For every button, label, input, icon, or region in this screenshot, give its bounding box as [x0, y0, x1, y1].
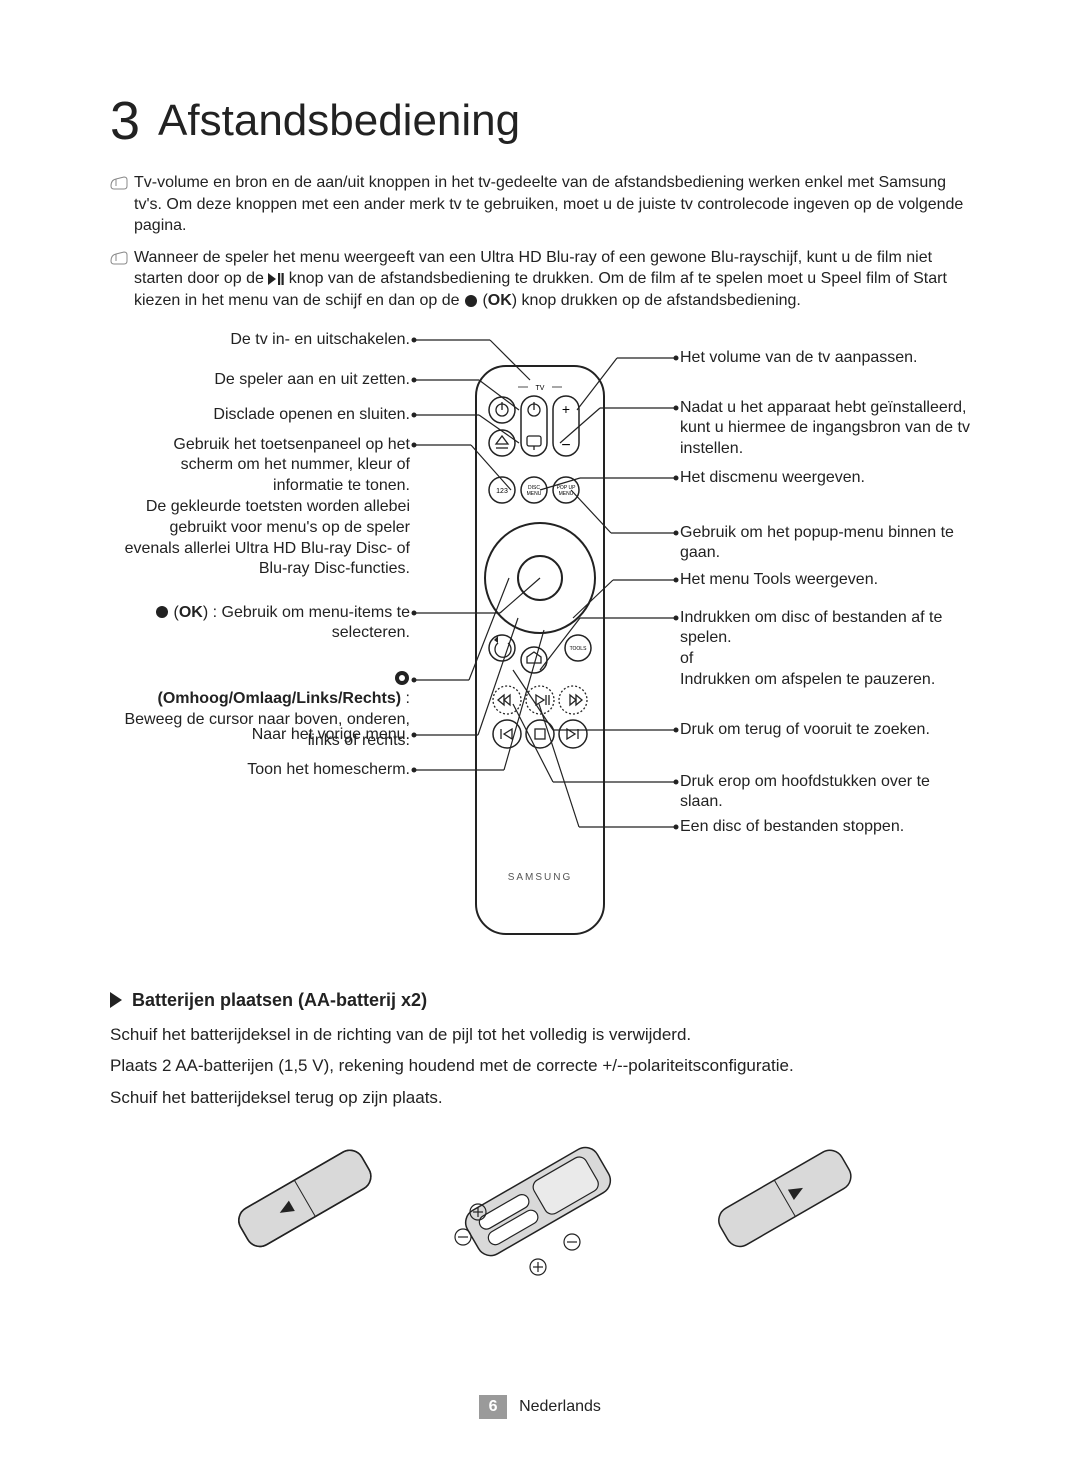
triangle-bullet-icon	[110, 992, 122, 1008]
battery-line1: Schuif het batterijdeksel in de richting…	[110, 1023, 970, 1047]
ok-text: : Gebruik om menu-items te selecteren.	[208, 604, 410, 642]
hand-note-icon	[110, 247, 134, 312]
page-footer: 6 Nederlands	[0, 1395, 1080, 1419]
ok-prefix: (OK)	[174, 604, 209, 621]
chapter-title-text: Afstandsbediening	[158, 96, 520, 145]
battery-figures	[110, 1120, 970, 1280]
lbl-back: Naar het vorige menu.	[230, 725, 410, 746]
note-text: Wanneer de speler het menu weergeeft van…	[134, 247, 970, 312]
lbl-power-tv: De tv in- en uitschakelen.	[180, 330, 410, 351]
lbl-search: Druk om terug of vooruit te zoeken.	[680, 720, 970, 741]
battery-heading-text: Batterijen plaatsen (AA-batterij x2)	[132, 990, 427, 1011]
lbl-source: Nadat u het apparaat hebt geïnstalleerd,…	[680, 398, 970, 460]
lbl-keypad: Gebruik het toetsenpaneel op het scherm …	[120, 435, 410, 581]
lbl-skip: Druk erop om hoofdstukken over te slaan.	[680, 772, 970, 814]
lbl-tools: Het menu Tools weergeven.	[680, 570, 970, 591]
lbl-stop: Een disc of bestanden stoppen.	[680, 817, 970, 838]
battery-fig-2	[430, 1120, 650, 1280]
lbl-play: Indrukken om disc of bestanden af te spe…	[680, 608, 970, 691]
play-l2: of	[680, 650, 693, 667]
lbl-popup: Gebruik om het popup-menu binnen te gaan…	[680, 523, 970, 565]
lbl-ok: (OK) : Gebruik om menu-items te selecter…	[120, 603, 410, 645]
note-item: Wanneer de speler het menu weergeeft van…	[110, 247, 970, 312]
play-l3: Indrukken om afspelen te pauzeren.	[680, 671, 935, 688]
note2-c: (OK) knop drukken op de afstandsbedienin…	[482, 292, 800, 309]
remote-diagram: TV + −	[110, 330, 970, 970]
lbl-disc-menu: Het discmenu weergeven.	[680, 468, 970, 489]
play-pause-icon	[268, 273, 284, 285]
chapter-number: 3	[110, 91, 158, 151]
battery-heading: Batterijen plaatsen (AA-batterij x2)	[110, 990, 970, 1011]
note-item: Tv-volume en bron en de aan/uit knoppen …	[110, 172, 970, 237]
notes: Tv-volume en bron en de aan/uit knoppen …	[110, 172, 970, 312]
ok-dot-icon	[464, 294, 478, 308]
direction-prefix: (Omhoog/Omlaag/Links/Rechts)	[158, 690, 402, 707]
note-text: Tv-volume en bron en de aan/uit knoppen …	[134, 172, 970, 237]
lbl-volume: Het volume van de tv aanpassen.	[680, 348, 970, 369]
hand-note-icon	[110, 172, 134, 237]
direction-ring-icon	[394, 670, 410, 686]
lbl-eject: Disclade openen en sluiten.	[160, 405, 410, 426]
lbl-power-player: De speler aan en uit zetten.	[160, 370, 410, 391]
battery-fig-3	[680, 1120, 880, 1270]
page-number: 6	[479, 1395, 507, 1419]
chapter-title: 3Afstandsbediening	[110, 90, 970, 152]
page-language: Nederlands	[519, 1398, 601, 1416]
battery-line2: Plaats 2 AA-batterijen (1,5 V), rekening…	[110, 1054, 970, 1078]
play-l1: Indrukken om disc of bestanden af te spe…	[680, 609, 942, 647]
lbl-home: Toon het homescherm.	[230, 760, 410, 781]
manual-page: 3Afstandsbediening Tv-volume en bron en …	[0, 0, 1080, 1479]
battery-line3: Schuif het batterijdeksel terug op zijn …	[110, 1086, 970, 1110]
ok-dot-icon	[155, 605, 169, 619]
battery-fig-1	[200, 1120, 400, 1270]
